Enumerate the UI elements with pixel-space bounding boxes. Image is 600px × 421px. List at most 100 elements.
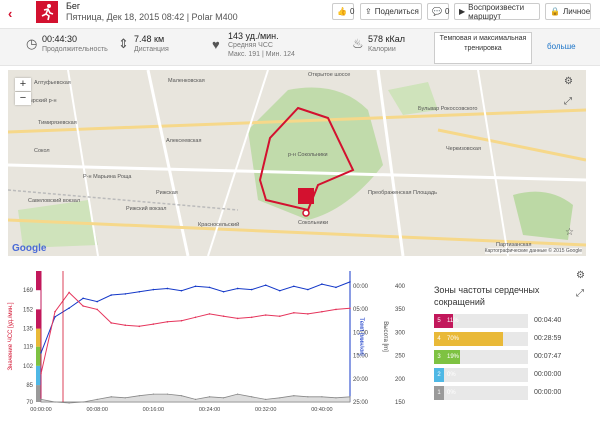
hr-zone-band bbox=[36, 385, 41, 402]
hr-line bbox=[40, 291, 351, 374]
comments-button[interactable]: 💬 0 bbox=[427, 3, 449, 20]
map-label: р-н Сокольники bbox=[288, 152, 328, 158]
route-map[interactable]: Открытое шоссе Маленковская Бутырский р-… bbox=[8, 70, 586, 256]
hr-line-point bbox=[124, 324, 127, 327]
zone-number: 3 bbox=[434, 350, 444, 364]
summary-stats-bar: ◷ 00:44:30 Продолжительность ⇕ 7.48 км Д… bbox=[0, 28, 600, 66]
right-tick-label: 05:00 bbox=[353, 307, 369, 313]
altitude-point bbox=[152, 393, 154, 395]
zone-percent: 19% bbox=[447, 354, 460, 360]
stopwatch-icon: ◷ bbox=[26, 36, 38, 51]
left-tick-label: 102 bbox=[23, 364, 34, 370]
speed-line-point bbox=[166, 287, 169, 290]
altitude-point bbox=[293, 395, 295, 397]
altitude-point bbox=[265, 398, 267, 400]
gear-icon[interactable]: ⚙ bbox=[576, 270, 585, 281]
zone-percent: 0% bbox=[447, 390, 456, 396]
speed-line-point bbox=[250, 288, 253, 291]
share-icon: ⇪ bbox=[365, 7, 372, 16]
hr-line-point bbox=[321, 310, 323, 313]
hr-line-point bbox=[180, 319, 183, 322]
fullscreen-icon[interactable]: ⤢ bbox=[576, 288, 584, 299]
more-link[interactable]: больше bbox=[547, 42, 576, 51]
left-tick-label: 169 bbox=[23, 288, 34, 294]
zone-row: 5 11% bbox=[434, 314, 528, 328]
replay-route-button[interactable]: ▶ Воспроизвести маршрут bbox=[454, 3, 540, 21]
speed-line-point bbox=[335, 286, 337, 289]
map-label: Алексеевская bbox=[166, 138, 202, 144]
hr-line-point bbox=[194, 316, 197, 319]
duration-label: Продолжительность bbox=[42, 46, 108, 53]
like-button[interactable]: 👍 0 bbox=[332, 3, 354, 20]
star-icon[interactable]: ☆ bbox=[565, 227, 574, 238]
lock-icon: 🔒 bbox=[550, 7, 560, 16]
altitude-point bbox=[180, 395, 183, 397]
map-label: Сокольники bbox=[298, 220, 329, 226]
hr-zone-band bbox=[36, 271, 41, 291]
zoom-in-button[interactable]: + bbox=[15, 78, 31, 91]
activity-chart[interactable]: 70 85 102 119 135 152 169 Значение ЧСС [уд./мин… bbox=[0, 262, 410, 416]
zone-percent: 11% bbox=[447, 318, 459, 324]
map-label: Маленковская bbox=[168, 78, 205, 84]
altitude-point bbox=[349, 396, 351, 398]
hr-line-point bbox=[138, 325, 141, 328]
speed-line-point bbox=[40, 352, 42, 354]
altitude-point bbox=[237, 393, 239, 395]
fullscreen-icon[interactable]: ⤢ bbox=[564, 96, 572, 107]
altitude-point bbox=[54, 401, 56, 403]
right-axis-label: Темп [мин/км] bbox=[358, 317, 364, 356]
map-label: Рижский вокзал bbox=[126, 206, 167, 212]
map-label: Партизанская bbox=[496, 242, 532, 248]
altitude-point bbox=[96, 398, 98, 400]
altitude-point bbox=[110, 396, 112, 398]
map-canvas bbox=[8, 70, 586, 256]
far-right-tick-label: 250 bbox=[395, 354, 406, 360]
map-label: Р-н Марьина Роща bbox=[83, 174, 132, 180]
share-button[interactable]: ⇪ Поделиться bbox=[360, 3, 422, 20]
map-label: Открытое шоссе bbox=[308, 72, 351, 78]
training-benefit-button[interactable]: Темповая и максимальная тренировка bbox=[434, 32, 532, 64]
hr-line-point bbox=[307, 313, 309, 315]
comment-icon: 💬 bbox=[432, 7, 442, 16]
right-tick-label: 10:00 bbox=[353, 330, 369, 336]
speed-line-point bbox=[54, 316, 56, 318]
back-chevron-icon[interactable]: ‹ bbox=[8, 6, 13, 21]
x-tick-label: 00:24:00 bbox=[199, 407, 220, 413]
x-tick-label: 00:08:00 bbox=[86, 407, 107, 413]
hr-zone-band bbox=[36, 309, 41, 329]
far-right-tick-label: 300 bbox=[395, 330, 406, 336]
speed-line-point bbox=[138, 290, 141, 293]
altitude-point bbox=[68, 402, 70, 404]
zone-time: 00:28:59 bbox=[534, 335, 562, 342]
altitude-point bbox=[194, 398, 197, 400]
hr-line-point bbox=[68, 291, 70, 294]
zone-row: 3 19% bbox=[434, 350, 528, 364]
gear-icon[interactable]: ⚙ bbox=[564, 76, 573, 87]
heart-icon: ♥ bbox=[212, 37, 220, 52]
zone-number: 1 bbox=[434, 386, 444, 400]
map-label: Алтуфьевская bbox=[34, 80, 71, 86]
speed-line-point bbox=[82, 297, 84, 300]
speed-line-point bbox=[349, 281, 351, 283]
hr-line-point bbox=[166, 321, 169, 323]
heart-rate-range: Макс. 191 | Мин. 124 bbox=[228, 51, 295, 58]
hr-line-point bbox=[152, 323, 155, 325]
zones-title-line2: сокращений bbox=[434, 297, 485, 307]
left-axis-label: Значение ЧСС [уд./мин.] bbox=[8, 302, 14, 370]
map-label: Преображенская Площадь bbox=[368, 190, 437, 196]
zones-title: Зоны частоты сердечных bbox=[434, 285, 540, 295]
map-label: Рижская bbox=[156, 190, 178, 196]
map-attribution: Картографические данные © 2015 Google bbox=[484, 248, 582, 254]
privacy-button[interactable]: 🔒 Личное bbox=[545, 3, 591, 20]
speed-line-point bbox=[236, 287, 239, 290]
zone-time: 00:04:40 bbox=[534, 317, 562, 324]
hr-line-point bbox=[40, 372, 42, 375]
altitude-point bbox=[307, 396, 309, 398]
zoom-out-button[interactable]: − bbox=[15, 92, 31, 105]
activity-title: Бег bbox=[66, 1, 81, 11]
map-label: Сокол bbox=[34, 148, 50, 154]
zone-row: 1 0% bbox=[434, 386, 528, 400]
duration-value: 00:44:30 bbox=[42, 34, 78, 44]
altitude-point bbox=[40, 398, 42, 400]
map-label: Бутырский р-н bbox=[20, 98, 57, 104]
